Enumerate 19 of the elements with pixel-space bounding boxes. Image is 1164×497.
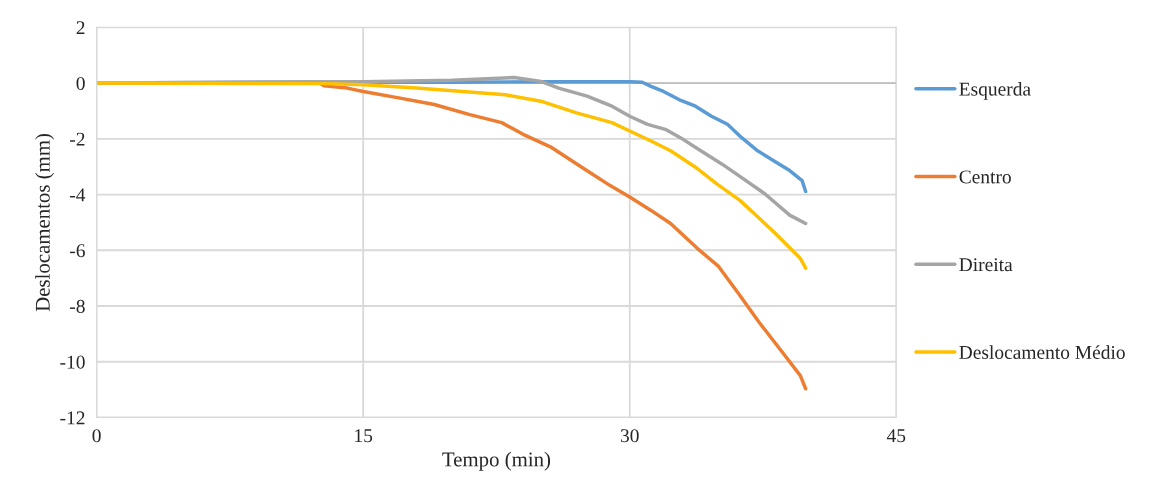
- legend-label: Esquerda: [959, 82, 1031, 100]
- x-tick-label: 30: [620, 429, 639, 443]
- legend-label: Direita: [959, 258, 1013, 272]
- legend-label: Deslocamento Médio: [959, 345, 1125, 359]
- x-axis-title: Tempo (min): [442, 451, 551, 471]
- y-tick-label: -8: [70, 299, 85, 313]
- y-tick-label: 2: [76, 21, 85, 35]
- line-series: [96, 81, 808, 270]
- y-tick-label: 0: [76, 76, 85, 91]
- x-tick-label: 15: [355, 429, 373, 443]
- y-tick-label: -12: [60, 411, 85, 425]
- legend-label: Centro: [959, 170, 1011, 184]
- x-tick-label: 0: [92, 429, 101, 443]
- y-tick-label: -6: [70, 244, 85, 258]
- y-tick-label: -10: [60, 355, 85, 369]
- x-tick-label: 45: [886, 429, 906, 443]
- y-tick-label: -4: [70, 188, 86, 202]
- y-tick-label: -2: [70, 132, 85, 146]
- y-axis-title: Deslocamentos (mm): [35, 133, 55, 312]
